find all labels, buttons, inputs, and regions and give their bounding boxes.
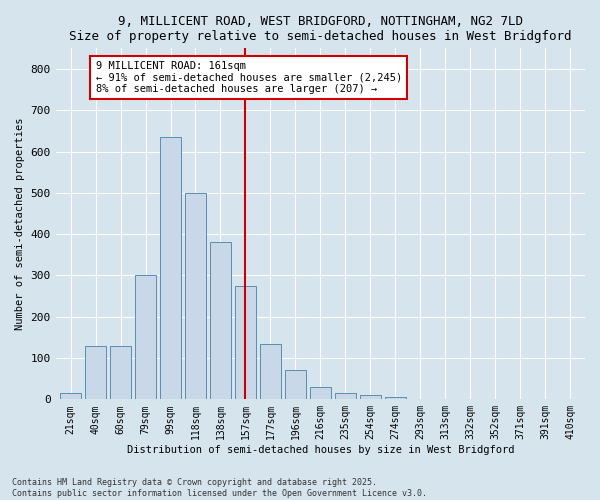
Bar xyxy=(185,193,206,400)
Bar xyxy=(135,276,156,400)
Bar xyxy=(235,286,256,400)
Bar xyxy=(410,398,431,400)
Title: 9, MILLICENT ROAD, WEST BRIDGFORD, NOTTINGHAM, NG2 7LD
Size of property relative: 9, MILLICENT ROAD, WEST BRIDGFORD, NOTTI… xyxy=(69,15,572,43)
Bar xyxy=(110,346,131,400)
Bar xyxy=(285,370,306,400)
Y-axis label: Number of semi-detached properties: Number of semi-detached properties xyxy=(15,118,25,330)
Bar xyxy=(210,242,231,400)
Bar xyxy=(310,387,331,400)
Bar xyxy=(359,395,381,400)
Bar xyxy=(60,393,81,400)
Bar xyxy=(335,393,356,400)
Bar xyxy=(85,346,106,400)
Text: Contains HM Land Registry data © Crown copyright and database right 2025.
Contai: Contains HM Land Registry data © Crown c… xyxy=(12,478,427,498)
Text: 9 MILLICENT ROAD: 161sqm
← 91% of semi-detached houses are smaller (2,245)
8% of: 9 MILLICENT ROAD: 161sqm ← 91% of semi-d… xyxy=(95,60,402,94)
X-axis label: Distribution of semi-detached houses by size in West Bridgford: Distribution of semi-detached houses by … xyxy=(127,445,514,455)
Bar xyxy=(385,398,406,400)
Bar xyxy=(160,137,181,400)
Bar xyxy=(260,344,281,400)
